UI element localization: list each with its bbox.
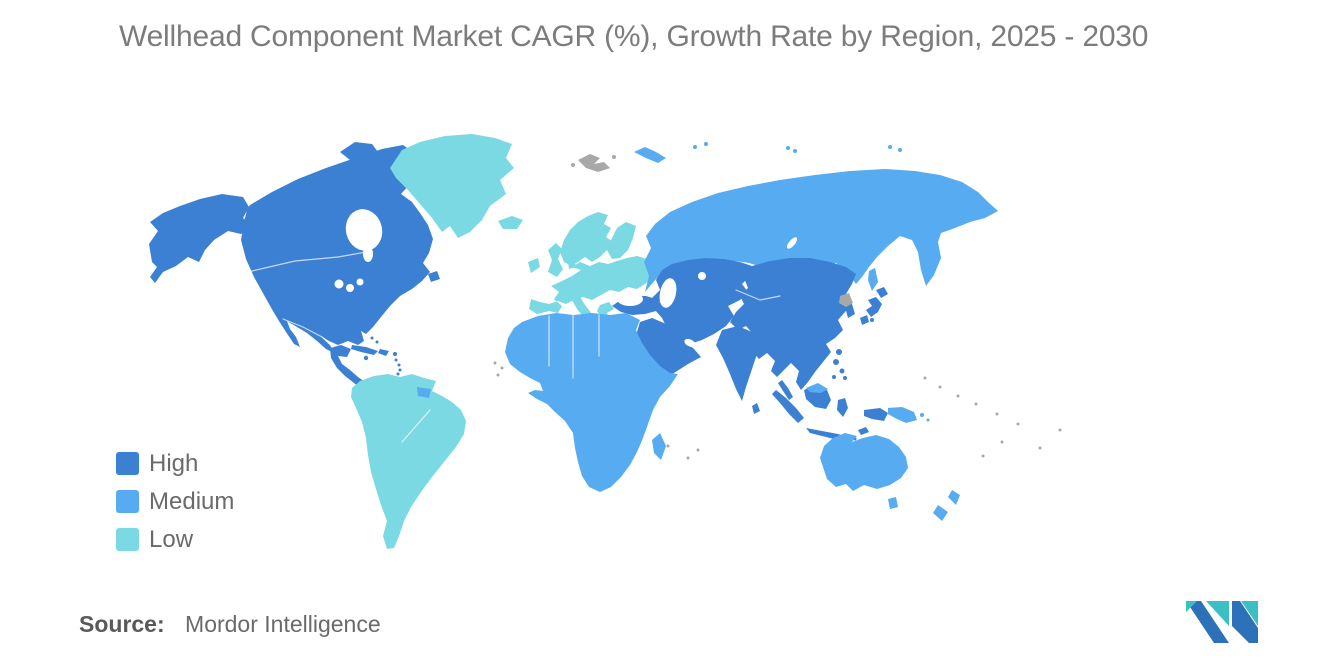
map-papua-new-guinea xyxy=(888,407,930,423)
inland-seas xyxy=(334,209,798,348)
country-borders xyxy=(251,250,781,443)
map-iceland xyxy=(498,216,523,229)
logo-shape-teal-corner xyxy=(1186,601,1197,612)
map-australia xyxy=(820,433,908,509)
map-new-zealand xyxy=(933,490,960,521)
map-south-korea xyxy=(845,304,855,318)
legend-label-high: High xyxy=(149,449,199,477)
legend-swatch-medium xyxy=(116,490,139,513)
legend-swatch-high xyxy=(116,452,139,475)
logo-shape-blue-right xyxy=(1232,601,1258,643)
logo-shape-blue-left xyxy=(1186,601,1229,643)
map-europe xyxy=(528,212,660,334)
legend-item-medium: Medium xyxy=(116,487,235,515)
legend-item-low: Low xyxy=(116,525,234,553)
map-svalbard xyxy=(571,154,616,172)
map-central-asia-iran xyxy=(652,258,752,344)
legend-label-low: Low xyxy=(149,525,194,553)
map-madagascar xyxy=(652,433,666,460)
mordor-intelligence-logo xyxy=(1186,601,1258,643)
source-line: Source: Mordor Intelligence xyxy=(79,611,381,638)
map-africa xyxy=(505,313,678,492)
map-indian-ocean-islands xyxy=(666,444,700,460)
map-indonesia-malaysia xyxy=(772,359,888,442)
map-greenland xyxy=(390,134,514,238)
chart-title: Wellhead Component Market CAGR (%), Grow… xyxy=(119,20,1149,53)
map-china-mongolia-seasia xyxy=(730,258,856,390)
map-central-america-caribbean xyxy=(330,336,402,390)
source-label: Source: xyxy=(79,611,165,637)
map-arctic-islands xyxy=(634,142,976,201)
legend: High Medium Low xyxy=(116,449,235,566)
legend-swatch-low xyxy=(116,528,139,551)
map-north-america xyxy=(149,142,440,353)
map-north-korea xyxy=(839,293,853,307)
legend-label-medium: Medium xyxy=(149,487,235,515)
map-borneo-malaysia xyxy=(806,383,828,393)
map-japan xyxy=(860,287,888,325)
map-south-america xyxy=(351,374,466,549)
source-text: Mordor Intelligence xyxy=(185,611,381,637)
legend-item-high: High xyxy=(116,449,234,477)
logo-shape-teal-mid xyxy=(1206,601,1229,626)
map-guyana xyxy=(417,387,431,398)
map-atlantic-islands xyxy=(493,361,504,377)
logo-shape-teal-right xyxy=(1241,601,1258,626)
map-pacific-islands xyxy=(923,376,1062,458)
